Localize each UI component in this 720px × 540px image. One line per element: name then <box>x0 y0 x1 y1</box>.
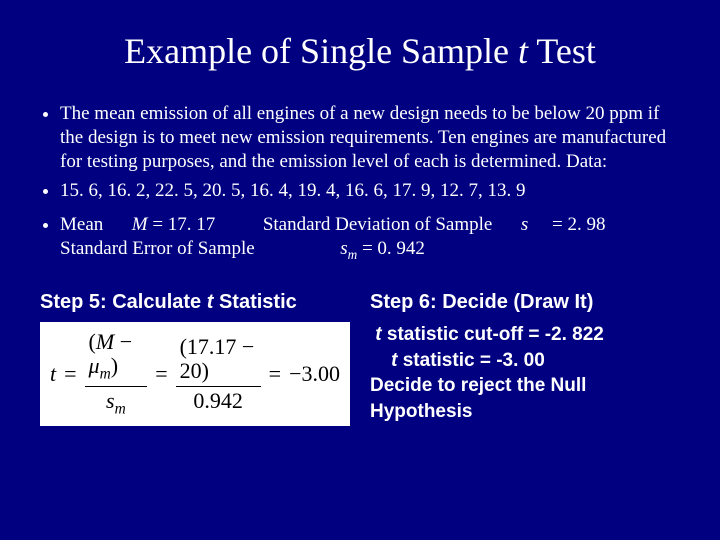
se-label: Standard Error of Sample <box>60 238 255 259</box>
se-value: = 0. 942 <box>362 238 425 259</box>
formula-frac2: (17.17 − 20) 0.942 <box>176 335 261 413</box>
mean-symbol: M <box>132 214 148 235</box>
t-formula: t = (M − μm) sm = (17.17 − 20) 0.942 <box>50 330 340 418</box>
bullet-2: 15. 6, 16. 2, 22. 5, 20. 5, 16. 4, 19. 4… <box>60 179 670 203</box>
formula-den2: 0.942 <box>189 387 247 413</box>
sd-value: = 2. 98 <box>547 214 605 235</box>
step6-line3: Decide to reject the Null Hypothesis <box>370 375 586 422</box>
formula-den1: sm <box>102 387 130 418</box>
se-symbol: s <box>340 238 347 259</box>
formula-frac1: (M − μm) sm <box>85 330 148 418</box>
step6-heading: Step 6: Decide (Draw It) <box>370 291 680 314</box>
sd-symbol: s <box>521 214 528 235</box>
step6-line1-rest: statistic cut-off = -2. 822 <box>382 324 604 345</box>
bullet-stats: Mean M = 17. 17 Standard Deviation of Sa… <box>60 213 670 263</box>
step6-column: Step 6: Decide (Draw It) t statistic cut… <box>360 291 680 426</box>
step6-body: t statistic cut-off = -2. 822 t statisti… <box>370 322 680 425</box>
title-suffix: Test <box>528 31 596 71</box>
steps-row: Step 5: Calculate t Statistic t = (M − μ… <box>40 291 680 426</box>
step5-heading-prefix: Step 5: Calculate <box>40 291 207 313</box>
step6-line2-rest: statistic = -3. 00 <box>397 350 544 371</box>
formula-eq1: = <box>64 361 76 387</box>
step5-heading: Step 5: Calculate t Statistic <box>40 291 350 314</box>
step5-column: Step 5: Calculate t Statistic t = (M − μ… <box>40 291 350 426</box>
formula-result: −3.00 <box>289 361 340 387</box>
slide-title: Example of Single Sample t Test <box>40 30 680 72</box>
mean-label: Mean <box>60 214 103 235</box>
sd-label: Standard Deviation of Sample <box>263 214 493 235</box>
mean-value: = 17. 17 <box>152 214 215 235</box>
formula-box: t = (M − μm) sm = (17.17 − 20) 0.942 <box>40 322 350 426</box>
title-italic-t: t <box>518 31 528 71</box>
formula-eq3: = <box>269 361 281 387</box>
se-sub: m <box>348 247 358 262</box>
bullet-list: The mean emission of all engines of a ne… <box>40 102 680 263</box>
bullet-1: The mean emission of all engines of a ne… <box>60 102 670 173</box>
formula-num1: (M − μm) <box>85 330 148 387</box>
formula-t: t <box>50 361 56 387</box>
title-prefix: Example of Single Sample <box>124 31 518 71</box>
formula-eq2: = <box>155 361 167 387</box>
formula-num2: (17.17 − 20) <box>176 335 261 386</box>
step5-heading-suffix: Statistic <box>213 291 296 313</box>
